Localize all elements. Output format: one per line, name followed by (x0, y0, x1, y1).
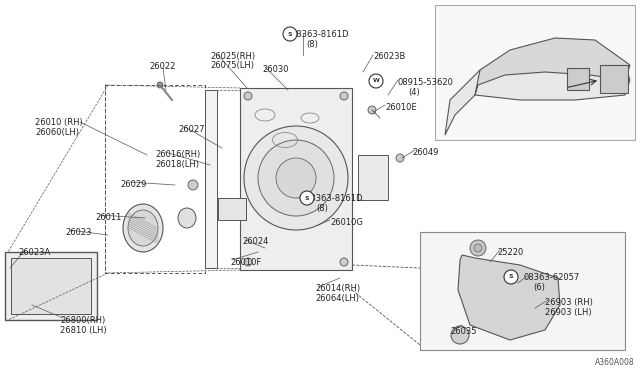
Polygon shape (445, 55, 630, 135)
Ellipse shape (178, 208, 196, 228)
Text: S: S (288, 32, 292, 36)
Polygon shape (458, 255, 560, 340)
Bar (5, 252, 97, 320)
Text: 26023A: 26023A (18, 248, 51, 257)
Text: 26060(LH): 26060(LH) (35, 128, 79, 137)
Bar (358, 155, 388, 200)
Text: W: W (372, 78, 380, 83)
Text: 26029: 26029 (120, 180, 147, 189)
Bar (420, 232, 625, 350)
Text: 26049: 26049 (412, 148, 438, 157)
Circle shape (396, 154, 404, 162)
Circle shape (504, 270, 518, 284)
Bar (435, 5, 635, 140)
Circle shape (451, 326, 469, 344)
Circle shape (157, 82, 163, 88)
Text: (8): (8) (316, 204, 328, 213)
Text: (8): (8) (306, 40, 318, 49)
Text: 26010F: 26010F (230, 258, 261, 267)
Text: (6): (6) (533, 283, 545, 292)
Text: S: S (305, 196, 309, 201)
Circle shape (340, 258, 348, 266)
Text: 26903 (RH): 26903 (RH) (545, 298, 593, 307)
Text: 08363-8161D: 08363-8161D (292, 30, 349, 39)
Circle shape (470, 240, 486, 256)
Bar (240, 88, 352, 270)
Bar (600, 65, 628, 93)
Text: 26064(LH): 26064(LH) (315, 294, 359, 303)
Text: 26810 (LH): 26810 (LH) (60, 326, 107, 335)
Circle shape (474, 244, 482, 252)
Text: 26014(RH): 26014(RH) (315, 284, 360, 293)
Circle shape (244, 92, 252, 100)
Text: 26024: 26024 (242, 237, 268, 246)
Text: 26010E: 26010E (385, 103, 417, 112)
Circle shape (244, 258, 252, 266)
Text: 08915-53620: 08915-53620 (398, 78, 454, 87)
Polygon shape (475, 38, 630, 95)
Ellipse shape (128, 210, 158, 246)
Circle shape (340, 92, 348, 100)
Text: 08363-62057: 08363-62057 (523, 273, 579, 282)
Text: 26022: 26022 (150, 62, 176, 71)
Text: 26075(LH): 26075(LH) (210, 61, 254, 70)
Text: 26035: 26035 (450, 327, 477, 336)
Text: 08363-8161D: 08363-8161D (305, 194, 362, 203)
Text: S: S (509, 275, 513, 279)
Circle shape (369, 74, 383, 88)
Bar (218, 198, 246, 220)
Bar (567, 68, 589, 90)
Text: 26027: 26027 (178, 125, 205, 134)
Bar (105, 85, 205, 273)
Text: 26018(LH): 26018(LH) (155, 160, 199, 169)
Text: 26025(RH): 26025(RH) (210, 52, 255, 61)
Ellipse shape (123, 204, 163, 252)
Bar (205, 90, 217, 268)
Text: 25220: 25220 (497, 248, 524, 257)
Text: 26800(RH): 26800(RH) (60, 316, 105, 325)
Text: (4): (4) (408, 88, 420, 97)
Text: 26011: 26011 (95, 213, 122, 222)
Circle shape (368, 106, 376, 114)
Bar (11, 258, 91, 314)
Circle shape (244, 126, 348, 230)
Text: 26903 (LH): 26903 (LH) (545, 308, 591, 317)
Circle shape (258, 140, 334, 216)
Text: 26023B: 26023B (373, 52, 405, 61)
Circle shape (283, 27, 297, 41)
Circle shape (300, 191, 314, 205)
Circle shape (276, 158, 316, 198)
Text: A360A008: A360A008 (595, 358, 635, 367)
Text: 26030: 26030 (262, 65, 289, 74)
Text: 26010G: 26010G (330, 218, 363, 227)
Circle shape (188, 180, 198, 190)
Text: 26023: 26023 (65, 228, 92, 237)
Text: 26016(RH): 26016(RH) (155, 150, 200, 159)
Text: 26010 (RH): 26010 (RH) (35, 118, 83, 127)
